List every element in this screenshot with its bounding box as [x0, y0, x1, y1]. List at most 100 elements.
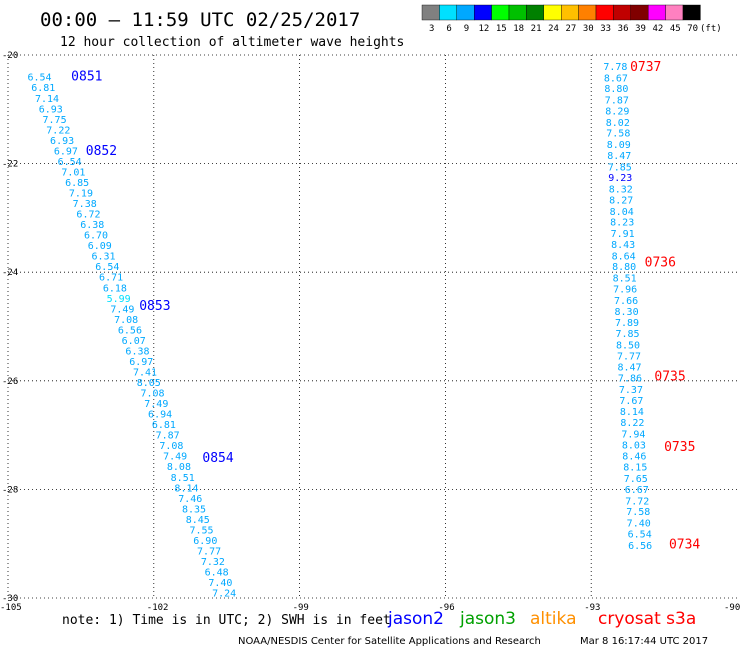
wave-height-value: 8.80: [612, 262, 636, 273]
color-scale-label: 45: [670, 24, 681, 34]
wave-height-value: 7.72: [625, 496, 649, 507]
wave-height-value: 7.46: [178, 494, 202, 505]
wave-height-value: 8.32: [609, 185, 633, 196]
color-swatch: [613, 4, 632, 21]
color-scale-label: 39: [635, 24, 646, 34]
y-tick-label: -20: [2, 51, 18, 61]
wave-height-value: 7.49: [110, 304, 134, 315]
wave-height-value: 8.45: [186, 515, 210, 526]
wave-height-value: 7.77: [197, 546, 221, 557]
wave-height-value: 7.41: [133, 367, 157, 378]
wave-height-value: 6.93: [50, 136, 74, 147]
color-swatch: [456, 4, 475, 21]
color-scale-label: 24: [548, 24, 559, 34]
x-tick-label: -102: [147, 603, 169, 613]
wave-height-value: 8.80: [604, 84, 628, 95]
wave-height-value: 7.08: [141, 389, 165, 400]
y-tick-label: -26: [2, 377, 18, 387]
color-swatch: [561, 4, 579, 21]
color-scale-label: 33: [600, 24, 611, 34]
pass-time-label: 0736: [645, 255, 676, 270]
wave-height-value: 6.85: [65, 178, 89, 189]
wave-height-value: 8.03: [622, 440, 646, 451]
color-scale-label: 42: [652, 24, 663, 34]
x-tick-label: -99: [293, 603, 309, 613]
wave-height-value: 7.86: [618, 374, 642, 385]
wave-height-value: 6.71: [99, 273, 123, 284]
color-swatch: [439, 4, 457, 21]
wave-height-value: 7.01: [61, 167, 85, 178]
color-scale-label: 27: [565, 24, 576, 34]
wave-height-value: 6.31: [92, 252, 116, 263]
wave-height-value: 8.67: [604, 73, 628, 84]
wave-height-value: 7.49: [144, 399, 168, 410]
color-swatch: [508, 4, 527, 21]
wave-height-value: 7.40: [208, 578, 232, 589]
wave-height-value: 8.04: [610, 207, 634, 218]
x-tick-label: -96: [438, 603, 454, 613]
color-scale-label: 70: [687, 24, 698, 34]
wave-height-value: 7.14: [35, 94, 59, 105]
wave-height-value: 6.81: [152, 420, 176, 431]
wave-height-value: 8.64: [612, 251, 636, 262]
wave-height-value: 7.78: [603, 62, 627, 73]
wave-height-value: 6.56: [628, 541, 652, 552]
wave-height-value: 8.51: [613, 274, 637, 285]
pass-time-label: 0737: [630, 60, 661, 75]
timestamp-text: Mar 8 16:17:44 UTC 2017: [580, 636, 708, 647]
pass-time-label: 0735: [664, 440, 695, 455]
color-swatch: [526, 4, 545, 21]
wave-height-value: 8.50: [616, 340, 640, 351]
wave-height-value: 6.70: [84, 231, 108, 242]
wave-height-value: 8.15: [623, 463, 647, 474]
wave-height-value: 8.35: [182, 504, 206, 515]
wave-height-value: 8.43: [611, 240, 635, 251]
color-scale-unit: (ft): [700, 24, 722, 34]
y-tick-label: -22: [2, 160, 18, 170]
wave-height-value: 7.22: [46, 125, 70, 136]
wave-height-value: 7.55: [190, 525, 214, 536]
pass-time-label: 0854: [202, 451, 233, 466]
wave-height-value: 6.07: [122, 336, 146, 347]
wave-height-value: 6.38: [80, 220, 104, 231]
wave-height-value: 6.97: [54, 146, 78, 157]
wave-height-value: 7.66: [614, 296, 638, 307]
wave-height-value: 7.87: [156, 431, 180, 442]
legend-altika: altika: [530, 609, 577, 629]
wave-height-value: 7.94: [621, 429, 645, 440]
wave-height-color-scale: 3 6 9 12 15 18 21 24 27 30 33 36 39 42 45 70: [421, 4, 701, 34]
wave-height-value: 8.46: [622, 452, 646, 463]
color-swatch: [665, 4, 684, 21]
pass-time-label: 0735: [654, 369, 685, 384]
axis-tick-labels: -20 -22 -24 -26 -28 -30-105 -102 -99 -96 -93 -90: [0, 51, 740, 613]
pass-time-label: 0853: [139, 299, 170, 314]
color-swatch: [648, 4, 666, 21]
wave-height-value: 8.27: [609, 195, 633, 206]
y-tick-label: -28: [2, 485, 18, 495]
color-scale-label: 12: [478, 24, 489, 34]
legend-jason3: jason3: [459, 609, 516, 629]
wave-height-value: 6.54: [27, 73, 51, 84]
wave-height-value: 7.87: [605, 96, 629, 107]
color-swatch: [474, 4, 492, 21]
wave-height-value: 6.54: [628, 529, 652, 540]
wave-height-value: 6.94: [148, 410, 172, 421]
wave-height-value: 8.09: [607, 140, 631, 151]
wave-height-value: 8.14: [620, 407, 644, 418]
wave-height-value: 7.58: [606, 129, 630, 140]
credit-text: NOAA/NESDIS Center for Satellite Applica…: [238, 636, 541, 647]
color-scale-label: 21: [531, 24, 542, 34]
wave-height-value: 8.02: [606, 118, 630, 129]
grid-lines: [7, 54, 737, 599]
wave-height-value: 7.37: [619, 385, 643, 396]
x-tick-label: -105: [0, 603, 22, 613]
color-swatch: [595, 4, 614, 21]
wave-height-value: 7.77: [617, 351, 641, 362]
wave-height-value: 6.97: [129, 357, 153, 368]
wave-height-value: 8.30: [615, 307, 639, 318]
color-swatch: [682, 4, 701, 21]
x-tick-label: -90: [724, 603, 740, 613]
wave-height-value: 8.29: [605, 106, 629, 117]
color-swatch: [421, 4, 440, 21]
wave-height-value: 7.65: [624, 474, 648, 485]
